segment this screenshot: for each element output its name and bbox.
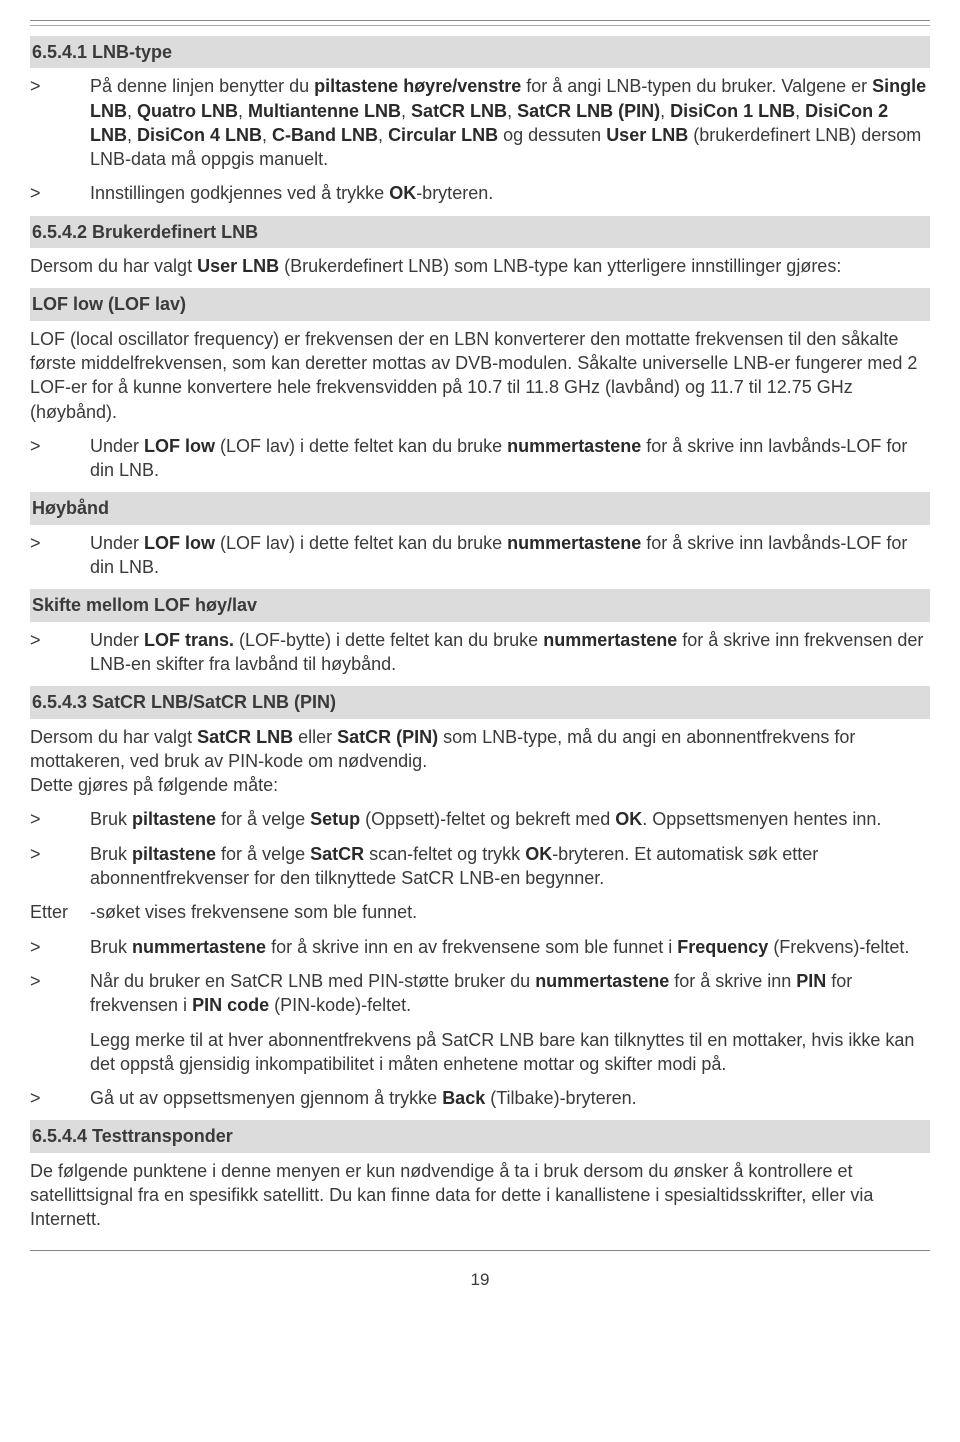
list-text: Under LOF trans. (LOF-bytte) i dette fel… [90, 628, 930, 677]
list-marker: > [30, 1086, 90, 1110]
list-text: Bruk nummertastene for å skrive inn en a… [90, 935, 930, 959]
heading-6-5-4-2: 6.5.4.2 Brukerdefinert LNB [30, 216, 930, 248]
section4-para: De følgende punktene i denne menyen er k… [30, 1159, 930, 1232]
list-item: >Bruk piltastene for å velge SatCR scan-… [30, 842, 930, 891]
list-marker: > [30, 181, 90, 205]
bottom-rule [30, 1250, 930, 1251]
lof-low-para: LOF (local oscillator frequency) er frek… [30, 327, 930, 424]
list-marker: > [30, 807, 90, 831]
list-item: >Innstillingen godkjennes ved å trykke O… [30, 181, 930, 205]
list-text: Under LOF low (LOF lav) i dette feltet k… [90, 434, 930, 483]
page-number: 19 [30, 1269, 930, 1292]
list-item: >Bruk piltastene for å velge Setup (Opps… [30, 807, 930, 831]
list-marker: > [30, 531, 90, 580]
heading-6-5-4-1: 6.5.4.1 LNB-type [30, 36, 930, 68]
top-rule-2 [30, 25, 930, 26]
list-text: Under LOF low (LOF lav) i dette feltet k… [90, 531, 930, 580]
subheading-hoyband: Høybånd [30, 492, 930, 524]
list-marker: Etter [30, 900, 90, 924]
list-item: >Bruk nummertastene for å skrive inn en … [30, 935, 930, 959]
heading-6-5-4-3: 6.5.4.3 SatCR LNB/SatCR LNB (PIN) [30, 686, 930, 718]
list-marker: > [30, 434, 90, 483]
top-rule [30, 20, 930, 21]
list-text: Gå ut av oppsettsmenyen gjennom å trykke… [90, 1086, 930, 1110]
subheading-lof-low: LOF low (LOF lav) [30, 288, 930, 320]
list-marker: > [30, 74, 90, 171]
list-item: >På denne linjen benytter du piltastene … [30, 74, 930, 171]
list-text: Legg merke til at hver abonnentfrekvens … [90, 1028, 930, 1077]
list-item: Etter-søket vises frekvensene som ble fu… [30, 900, 930, 924]
list-text: Når du bruker en SatCR LNB med PIN-støtt… [90, 969, 930, 1018]
list-marker [30, 1028, 90, 1077]
list-text: Bruk piltastene for å velge SatCR scan-f… [90, 842, 930, 891]
list-item: Legg merke til at hver abonnentfrekvens … [30, 1028, 930, 1077]
section3-intro: Dersom du har valgt SatCR LNB eller SatC… [30, 725, 930, 798]
list-marker: > [30, 842, 90, 891]
list-marker: > [30, 935, 90, 959]
subheading-skifte-lof: Skifte mellom LOF høy/lav [30, 589, 930, 621]
list-text: -søket vises frekvensene som ble funnet. [90, 900, 930, 924]
list-marker: > [30, 969, 90, 1018]
heading-6-5-4-4: 6.5.4.4 Testtransponder [30, 1120, 930, 1152]
list-text: Innstillingen godkjennes ved å trykke OK… [90, 181, 930, 205]
list-item: > Under LOF low (LOF lav) i dette feltet… [30, 531, 930, 580]
list-text: Bruk piltastene for å velge Setup (Oppse… [90, 807, 930, 831]
list-item: > Under LOF trans. (LOF-bytte) i dette f… [30, 628, 930, 677]
list-item: >Gå ut av oppsettsmenyen gjennom å trykk… [30, 1086, 930, 1110]
list-item: >Når du bruker en SatCR LNB med PIN-støt… [30, 969, 930, 1018]
section2-intro: Dersom du har valgt User LNB (Brukerdefi… [30, 254, 930, 278]
list-item: > Under LOF low (LOF lav) i dette feltet… [30, 434, 930, 483]
list-marker: > [30, 628, 90, 677]
list-text: På denne linjen benytter du piltastene h… [90, 74, 930, 171]
